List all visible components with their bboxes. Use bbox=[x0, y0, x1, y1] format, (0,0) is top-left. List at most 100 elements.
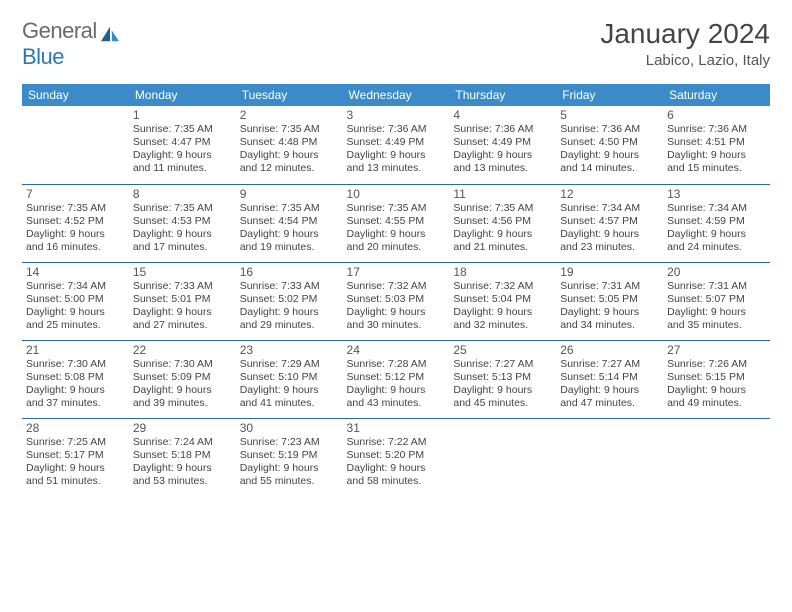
calendar-week-row: 14Sunrise: 7:34 AMSunset: 5:00 PMDayligh… bbox=[22, 262, 770, 340]
day-number: 19 bbox=[560, 265, 659, 279]
calendar-cell: 19Sunrise: 7:31 AMSunset: 5:05 PMDayligh… bbox=[556, 262, 663, 340]
day-details: Sunrise: 7:36 AMSunset: 4:50 PMDaylight:… bbox=[560, 123, 659, 176]
day-details: Sunrise: 7:36 AMSunset: 4:49 PMDaylight:… bbox=[347, 123, 446, 176]
day-number: 16 bbox=[240, 265, 339, 279]
location-label: Labico, Lazio, Italy bbox=[600, 52, 770, 69]
calendar-cell: 23Sunrise: 7:29 AMSunset: 5:10 PMDayligh… bbox=[236, 340, 343, 418]
day-number: 27 bbox=[667, 343, 766, 357]
calendar-cell: 13Sunrise: 7:34 AMSunset: 4:59 PMDayligh… bbox=[663, 184, 770, 262]
calendar-cell: 10Sunrise: 7:35 AMSunset: 4:55 PMDayligh… bbox=[343, 184, 450, 262]
calendar-cell: 16Sunrise: 7:33 AMSunset: 5:02 PMDayligh… bbox=[236, 262, 343, 340]
title-block: January 2024 Labico, Lazio, Italy bbox=[600, 18, 770, 69]
day-details: Sunrise: 7:35 AMSunset: 4:54 PMDaylight:… bbox=[240, 202, 339, 255]
day-header: Saturday bbox=[663, 84, 770, 106]
day-number: 24 bbox=[347, 343, 446, 357]
logo-sail-icon bbox=[99, 25, 121, 43]
day-details: Sunrise: 7:34 AMSunset: 5:00 PMDaylight:… bbox=[26, 280, 125, 333]
day-number: 7 bbox=[26, 187, 125, 201]
day-details: Sunrise: 7:35 AMSunset: 4:47 PMDaylight:… bbox=[133, 123, 232, 176]
calendar-cell: 20Sunrise: 7:31 AMSunset: 5:07 PMDayligh… bbox=[663, 262, 770, 340]
day-number: 17 bbox=[347, 265, 446, 279]
day-number: 10 bbox=[347, 187, 446, 201]
day-number: 6 bbox=[667, 108, 766, 122]
day-details: Sunrise: 7:30 AMSunset: 5:08 PMDaylight:… bbox=[26, 358, 125, 411]
day-details: Sunrise: 7:32 AMSunset: 5:03 PMDaylight:… bbox=[347, 280, 446, 333]
calendar-cell: 17Sunrise: 7:32 AMSunset: 5:03 PMDayligh… bbox=[343, 262, 450, 340]
calendar-cell: 31Sunrise: 7:22 AMSunset: 5:20 PMDayligh… bbox=[343, 418, 450, 496]
calendar-cell: 15Sunrise: 7:33 AMSunset: 5:01 PMDayligh… bbox=[129, 262, 236, 340]
day-number: 14 bbox=[26, 265, 125, 279]
calendar-cell: 4Sunrise: 7:36 AMSunset: 4:49 PMDaylight… bbox=[449, 106, 556, 184]
day-number: 8 bbox=[133, 187, 232, 201]
day-details: Sunrise: 7:22 AMSunset: 5:20 PMDaylight:… bbox=[347, 436, 446, 489]
logo: General Blue bbox=[22, 18, 121, 70]
day-details: Sunrise: 7:35 AMSunset: 4:56 PMDaylight:… bbox=[453, 202, 552, 255]
calendar-cell: 1Sunrise: 7:35 AMSunset: 4:47 PMDaylight… bbox=[129, 106, 236, 184]
day-details: Sunrise: 7:31 AMSunset: 5:07 PMDaylight:… bbox=[667, 280, 766, 333]
day-details: Sunrise: 7:33 AMSunset: 5:02 PMDaylight:… bbox=[240, 280, 339, 333]
calendar-week-row: 21Sunrise: 7:30 AMSunset: 5:08 PMDayligh… bbox=[22, 340, 770, 418]
calendar-cell: 26Sunrise: 7:27 AMSunset: 5:14 PMDayligh… bbox=[556, 340, 663, 418]
day-number: 21 bbox=[26, 343, 125, 357]
calendar-body: 1Sunrise: 7:35 AMSunset: 4:47 PMDaylight… bbox=[22, 106, 770, 496]
day-details: Sunrise: 7:30 AMSunset: 5:09 PMDaylight:… bbox=[133, 358, 232, 411]
day-number: 4 bbox=[453, 108, 552, 122]
day-number: 9 bbox=[240, 187, 339, 201]
day-number: 29 bbox=[133, 421, 232, 435]
day-details: Sunrise: 7:34 AMSunset: 4:59 PMDaylight:… bbox=[667, 202, 766, 255]
day-number: 13 bbox=[667, 187, 766, 201]
day-details: Sunrise: 7:35 AMSunset: 4:55 PMDaylight:… bbox=[347, 202, 446, 255]
day-header: Thursday bbox=[449, 84, 556, 106]
day-number: 30 bbox=[240, 421, 339, 435]
calendar-cell: 9Sunrise: 7:35 AMSunset: 4:54 PMDaylight… bbox=[236, 184, 343, 262]
day-number: 28 bbox=[26, 421, 125, 435]
day-details: Sunrise: 7:23 AMSunset: 5:19 PMDaylight:… bbox=[240, 436, 339, 489]
day-details: Sunrise: 7:27 AMSunset: 5:13 PMDaylight:… bbox=[453, 358, 552, 411]
day-details: Sunrise: 7:35 AMSunset: 4:48 PMDaylight:… bbox=[240, 123, 339, 176]
day-details: Sunrise: 7:28 AMSunset: 5:12 PMDaylight:… bbox=[347, 358, 446, 411]
day-details: Sunrise: 7:27 AMSunset: 5:14 PMDaylight:… bbox=[560, 358, 659, 411]
calendar-cell: 12Sunrise: 7:34 AMSunset: 4:57 PMDayligh… bbox=[556, 184, 663, 262]
day-details: Sunrise: 7:35 AMSunset: 4:53 PMDaylight:… bbox=[133, 202, 232, 255]
logo-word-1: General bbox=[22, 18, 97, 43]
day-number: 25 bbox=[453, 343, 552, 357]
calendar-week-row: 28Sunrise: 7:25 AMSunset: 5:17 PMDayligh… bbox=[22, 418, 770, 496]
calendar-cell: 3Sunrise: 7:36 AMSunset: 4:49 PMDaylight… bbox=[343, 106, 450, 184]
calendar-cell: 29Sunrise: 7:24 AMSunset: 5:18 PMDayligh… bbox=[129, 418, 236, 496]
day-number: 12 bbox=[560, 187, 659, 201]
day-number: 2 bbox=[240, 108, 339, 122]
calendar-cell: 8Sunrise: 7:35 AMSunset: 4:53 PMDaylight… bbox=[129, 184, 236, 262]
calendar-header-row: SundayMondayTuesdayWednesdayThursdayFrid… bbox=[22, 84, 770, 106]
day-number: 5 bbox=[560, 108, 659, 122]
day-header: Tuesday bbox=[236, 84, 343, 106]
day-number: 31 bbox=[347, 421, 446, 435]
day-details: Sunrise: 7:25 AMSunset: 5:17 PMDaylight:… bbox=[26, 436, 125, 489]
calendar-cell bbox=[556, 418, 663, 496]
day-header: Monday bbox=[129, 84, 236, 106]
calendar-cell: 6Sunrise: 7:36 AMSunset: 4:51 PMDaylight… bbox=[663, 106, 770, 184]
day-details: Sunrise: 7:31 AMSunset: 5:05 PMDaylight:… bbox=[560, 280, 659, 333]
calendar-week-row: 7Sunrise: 7:35 AMSunset: 4:52 PMDaylight… bbox=[22, 184, 770, 262]
calendar-cell: 24Sunrise: 7:28 AMSunset: 5:12 PMDayligh… bbox=[343, 340, 450, 418]
calendar-cell bbox=[663, 418, 770, 496]
day-details: Sunrise: 7:26 AMSunset: 5:15 PMDaylight:… bbox=[667, 358, 766, 411]
calendar-cell: 21Sunrise: 7:30 AMSunset: 5:08 PMDayligh… bbox=[22, 340, 129, 418]
day-details: Sunrise: 7:34 AMSunset: 4:57 PMDaylight:… bbox=[560, 202, 659, 255]
calendar-cell: 5Sunrise: 7:36 AMSunset: 4:50 PMDaylight… bbox=[556, 106, 663, 184]
calendar-cell: 2Sunrise: 7:35 AMSunset: 4:48 PMDaylight… bbox=[236, 106, 343, 184]
day-details: Sunrise: 7:36 AMSunset: 4:51 PMDaylight:… bbox=[667, 123, 766, 176]
calendar-cell: 18Sunrise: 7:32 AMSunset: 5:04 PMDayligh… bbox=[449, 262, 556, 340]
day-details: Sunrise: 7:24 AMSunset: 5:18 PMDaylight:… bbox=[133, 436, 232, 489]
day-header: Sunday bbox=[22, 84, 129, 106]
day-number: 18 bbox=[453, 265, 552, 279]
calendar-cell: 11Sunrise: 7:35 AMSunset: 4:56 PMDayligh… bbox=[449, 184, 556, 262]
day-number: 15 bbox=[133, 265, 232, 279]
day-number: 20 bbox=[667, 265, 766, 279]
calendar-cell bbox=[22, 106, 129, 184]
calendar-cell: 22Sunrise: 7:30 AMSunset: 5:09 PMDayligh… bbox=[129, 340, 236, 418]
day-details: Sunrise: 7:32 AMSunset: 5:04 PMDaylight:… bbox=[453, 280, 552, 333]
day-number: 1 bbox=[133, 108, 232, 122]
calendar-cell: 27Sunrise: 7:26 AMSunset: 5:15 PMDayligh… bbox=[663, 340, 770, 418]
day-details: Sunrise: 7:35 AMSunset: 4:52 PMDaylight:… bbox=[26, 202, 125, 255]
calendar-cell: 28Sunrise: 7:25 AMSunset: 5:17 PMDayligh… bbox=[22, 418, 129, 496]
